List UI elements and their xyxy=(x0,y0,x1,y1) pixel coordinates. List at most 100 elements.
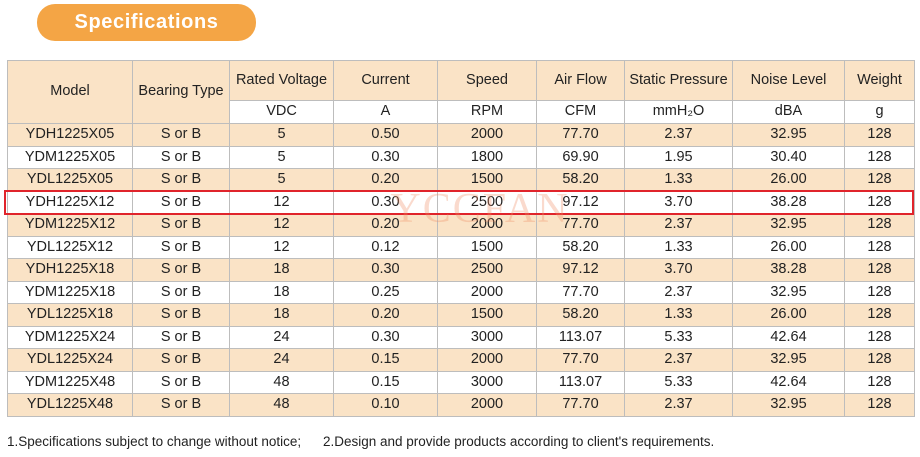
unit-speed: RPM xyxy=(437,100,537,124)
specifications-table: Model Bearing Type Rated Voltage Current… xyxy=(7,60,915,417)
cell-model: YDL1225X18 xyxy=(7,303,133,327)
header-model: Model xyxy=(7,60,133,124)
cell-noise-level: 32.95 xyxy=(732,213,845,237)
cell-air-flow: 58.20 xyxy=(536,168,625,192)
cell-model: YDM1225X24 xyxy=(7,325,133,349)
cell-rated-voltage: 12 xyxy=(229,235,334,259)
cell-air-flow: 77.70 xyxy=(536,213,625,237)
cell-speed: 2500 xyxy=(437,190,537,214)
cell-static-pressure: 2.37 xyxy=(624,213,733,237)
unit-voltage: VDC xyxy=(229,100,334,124)
cell-weight: 128 xyxy=(844,258,915,282)
table-row: YDH1225X18 S or B 18 0.30 2500 97.12 3.70 38.28… xyxy=(7,258,915,282)
cell-noise-level: 26.00 xyxy=(732,168,845,192)
cell-static-pressure: 1.95 xyxy=(624,145,733,169)
cell-current: 0.30 xyxy=(333,325,438,349)
cell-static-pressure: 3.70 xyxy=(624,258,733,282)
cell-model: YDL1225X24 xyxy=(7,348,133,372)
cell-weight: 128 xyxy=(844,145,915,169)
cell-speed: 2000 xyxy=(437,393,537,417)
header-bearing-type: Bearing Type xyxy=(132,60,230,124)
cell-speed: 3000 xyxy=(437,325,537,349)
cell-noise-level: 30.40 xyxy=(732,145,845,169)
cell-air-flow: 77.70 xyxy=(536,393,625,417)
cell-air-flow: 77.70 xyxy=(536,123,625,147)
cell-bearing-type: S or B xyxy=(132,348,230,372)
cell-weight: 128 xyxy=(844,190,915,214)
cell-weight: 128 xyxy=(844,325,915,349)
cell-speed: 2500 xyxy=(437,258,537,282)
cell-model: YDH1225X18 xyxy=(7,258,133,282)
cell-rated-voltage: 24 xyxy=(229,325,334,349)
cell-current: 0.20 xyxy=(333,168,438,192)
cell-bearing-type: S or B xyxy=(132,123,230,147)
cell-bearing-type: S or B xyxy=(132,145,230,169)
cell-weight: 128 xyxy=(844,370,915,394)
cell-bearing-type: S or B xyxy=(132,190,230,214)
cell-weight: 128 xyxy=(844,280,915,304)
cell-noise-level: 38.28 xyxy=(732,258,845,282)
cell-static-pressure: 1.33 xyxy=(624,303,733,327)
cell-noise-level: 38.28 xyxy=(732,190,845,214)
cell-speed: 1800 xyxy=(437,145,537,169)
header-weight: Weight xyxy=(844,60,915,101)
cell-weight: 128 xyxy=(844,235,915,259)
cell-noise-level: 32.95 xyxy=(732,280,845,304)
cell-weight: 128 xyxy=(844,303,915,327)
table-row: YDL1225X05 S or B 5 0.20 1500 58.20 1.33 26.00 1… xyxy=(7,168,915,192)
header-noise-level: Noise Level xyxy=(732,60,845,101)
cell-air-flow: 77.70 xyxy=(536,348,625,372)
unit-noise-level: dBA xyxy=(732,100,845,124)
cell-air-flow: 113.07 xyxy=(536,370,625,394)
unit-row: VDC A RPM CFM mmH₂O dBA g xyxy=(8,100,915,124)
cell-weight: 128 xyxy=(844,393,915,417)
table-row: YDM1225X24 S or B 24 0.30 3000 113.07 5.33 42.6… xyxy=(7,325,915,349)
cell-noise-level: 42.64 xyxy=(732,370,845,394)
cell-air-flow: 113.07 xyxy=(536,325,625,349)
cell-current: 0.30 xyxy=(333,258,438,282)
cell-rated-voltage: 18 xyxy=(229,280,334,304)
header-rated-voltage: Rated Voltage xyxy=(229,60,334,101)
cell-rated-voltage: 24 xyxy=(229,348,334,372)
cell-bearing-type: S or B xyxy=(132,303,230,327)
header-speed: Speed xyxy=(437,60,537,101)
footnotes: 1.Specifications subject to change witho… xyxy=(7,434,714,449)
cell-current: 0.12 xyxy=(333,235,438,259)
cell-model: YDH1225X12 xyxy=(7,190,133,214)
cell-static-pressure: 1.33 xyxy=(624,235,733,259)
cell-model: YDM1225X48 xyxy=(7,370,133,394)
cell-bearing-type: S or B xyxy=(132,325,230,349)
cell-speed: 2000 xyxy=(437,348,537,372)
unit-current: A xyxy=(333,100,438,124)
cell-speed: 1500 xyxy=(437,303,537,327)
cell-bearing-type: S or B xyxy=(132,258,230,282)
cell-static-pressure: 5.33 xyxy=(624,325,733,349)
cell-current: 0.15 xyxy=(333,370,438,394)
table-row: YDL1225X24 S or B 24 0.15 2000 77.70 2.37 32.95… xyxy=(7,348,915,372)
header-current: Current xyxy=(333,60,438,101)
cell-rated-voltage: 18 xyxy=(229,258,334,282)
table-row: YDM1225X48 S or B 48 0.15 3000 113.07 5.33 42.6… xyxy=(7,370,915,394)
cell-weight: 128 xyxy=(844,213,915,237)
cell-noise-level: 32.95 xyxy=(732,123,845,147)
table-row: YDM1225X05 S or B 5 0.30 1800 69.90 1.95 30.40 1… xyxy=(7,145,915,169)
table-row: YDL1225X48 S or B 48 0.10 2000 77.70 2.37 32.95… xyxy=(7,393,915,417)
cell-model: YDL1225X48 xyxy=(7,393,133,417)
cell-model: YDH1225X05 xyxy=(7,123,133,147)
table-row: YDL1225X18 S or B 18 0.20 1500 58.20 1.33 26.00… xyxy=(7,303,915,327)
cell-model: YDM1225X05 xyxy=(7,145,133,169)
unit-weight: g xyxy=(844,100,915,124)
specifications-banner: Specifications xyxy=(37,4,256,41)
header-air-flow: Air Flow xyxy=(536,60,625,101)
cell-weight: 128 xyxy=(844,123,915,147)
cell-weight: 128 xyxy=(844,348,915,372)
cell-static-pressure: 2.37 xyxy=(624,123,733,147)
cell-air-flow: 58.20 xyxy=(536,303,625,327)
cell-bearing-type: S or B xyxy=(132,280,230,304)
cell-model: YDM1225X18 xyxy=(7,280,133,304)
cell-static-pressure: 1.33 xyxy=(624,168,733,192)
cell-rated-voltage: 48 xyxy=(229,370,334,394)
cell-speed: 3000 xyxy=(437,370,537,394)
cell-noise-level: 26.00 xyxy=(732,235,845,259)
banner-title: Specifications xyxy=(74,11,219,33)
